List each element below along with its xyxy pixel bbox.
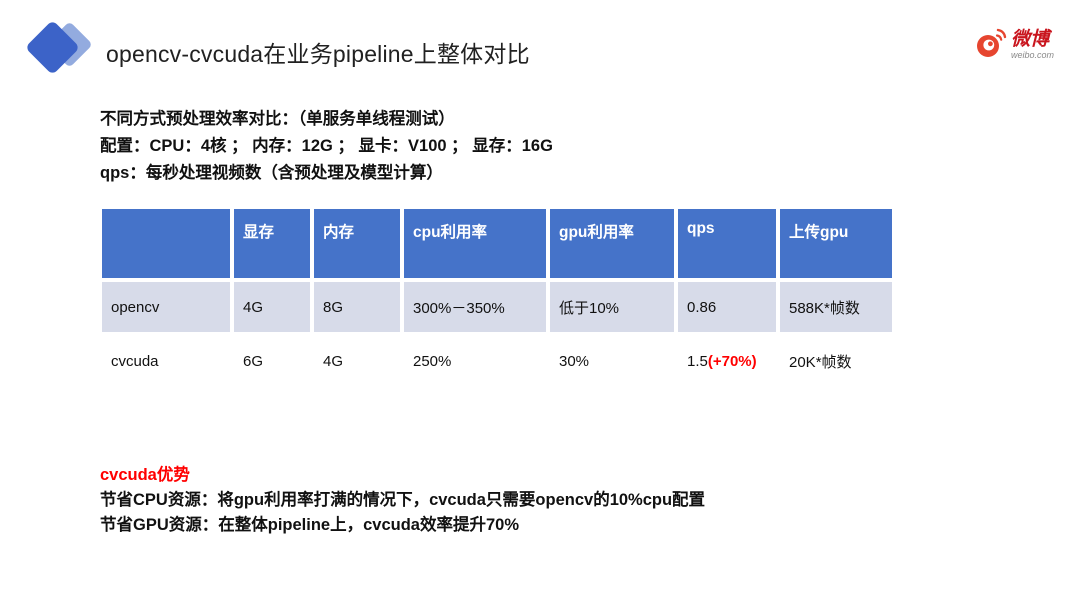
intro-section: 不同方式预处理效率对比：（单服务单线程测试） 配置：CPU：4核 ； 内存：12…: [100, 106, 553, 187]
cell-cvcuda-qps: 1.5(+70%): [674, 332, 780, 390]
intro-line-qps: qps：每秒处理视频数（含预处理及模型计算）: [100, 164, 443, 182]
comparison-table-wrap: 显存 内存 cpu利用率 gpu利用率 qps 上传gpu opencv 4G …: [98, 205, 896, 390]
cell-opencv-gpu: 低于10%: [546, 278, 678, 336]
table-header-row: 显存 内存 cpu利用率 gpu利用率 qps 上传gpu: [98, 205, 896, 282]
cell-opencv-ram: 8G: [310, 278, 404, 336]
advantage-line-cpu: 节省CPU资源：将gpu利用率打满的情况下，cvcuda只需要opencv的10…: [100, 491, 706, 509]
table-row-cvcuda: cvcuda 6G 4G 250% 30% 1.5(+70%) 20K*帧数: [98, 332, 896, 390]
cell-cvcuda-cpu: 250%: [400, 332, 550, 390]
intro-line-config: 配置：CPU：4核 ； 内存：12G ； 显卡：V100 ； 显存：16G: [100, 137, 553, 155]
cell-opencv-upload: 588K*帧数: [776, 278, 896, 336]
weibo-eye-icon: [976, 28, 1007, 57]
cell-cvcuda-gpu: 30%: [546, 332, 678, 390]
cell-opencv-qps: 0.86: [674, 278, 780, 336]
diamond-logo-icon: [27, 22, 91, 73]
qps-value: 1.5: [687, 352, 708, 370]
cell-cvcuda-vram: 6G: [230, 332, 314, 390]
header-cell-gpu-util: gpu利用率: [546, 205, 678, 282]
header-cell-ram: 内存: [310, 205, 404, 282]
advantages-section: cvcuda优势 节省CPU资源：将gpu利用率打满的情况下，cvcuda只需要…: [100, 463, 705, 538]
table-row-opencv: opencv 4G 8G 300%－350% 低于10% 0.86 588K*帧…: [98, 278, 896, 336]
weibo-brand-domain: weibo.com: [1010, 50, 1054, 60]
page-title: opencv-cvcuda在业务pipeline上整体对比: [106, 41, 530, 67]
qps-value: 0.86: [687, 298, 717, 316]
header-cell-vram: 显存: [230, 205, 314, 282]
cell-cvcuda-upload: 20K*帧数: [776, 332, 896, 390]
comparison-table: 显存 内存 cpu利用率 gpu利用率 qps 上传gpu opencv 4G …: [98, 205, 896, 390]
header-cell-qps: qps: [674, 205, 780, 282]
advantages-heading: cvcuda优势: [100, 466, 190, 484]
advantage-line-gpu: 节省GPU资源：在整体pipeline上，cvcuda效率提升70%: [100, 516, 519, 534]
qps-delta: (+70%): [707, 352, 757, 370]
intro-line-test: 不同方式预处理效率对比：（单服务单线程测试）: [100, 110, 455, 128]
cell-opencv-vram: 4G: [230, 278, 314, 336]
row-label-opencv: opencv: [98, 278, 234, 336]
header-cell-rowlabel: [98, 205, 234, 282]
row-label-cvcuda: cvcuda: [98, 332, 234, 390]
cell-opencv-cpu: 300%－350%: [400, 278, 550, 336]
header-cell-upload: 上传gpu: [776, 205, 896, 282]
header-cell-cpu-util: cpu利用率: [400, 205, 550, 282]
cell-cvcuda-ram: 4G: [310, 332, 404, 390]
weibo-wordmark: 微博 weibo.com: [1011, 26, 1054, 60]
weibo-logo: 微博 weibo.com: [974, 26, 1054, 60]
weibo-brand-name: 微博: [1010, 29, 1049, 50]
